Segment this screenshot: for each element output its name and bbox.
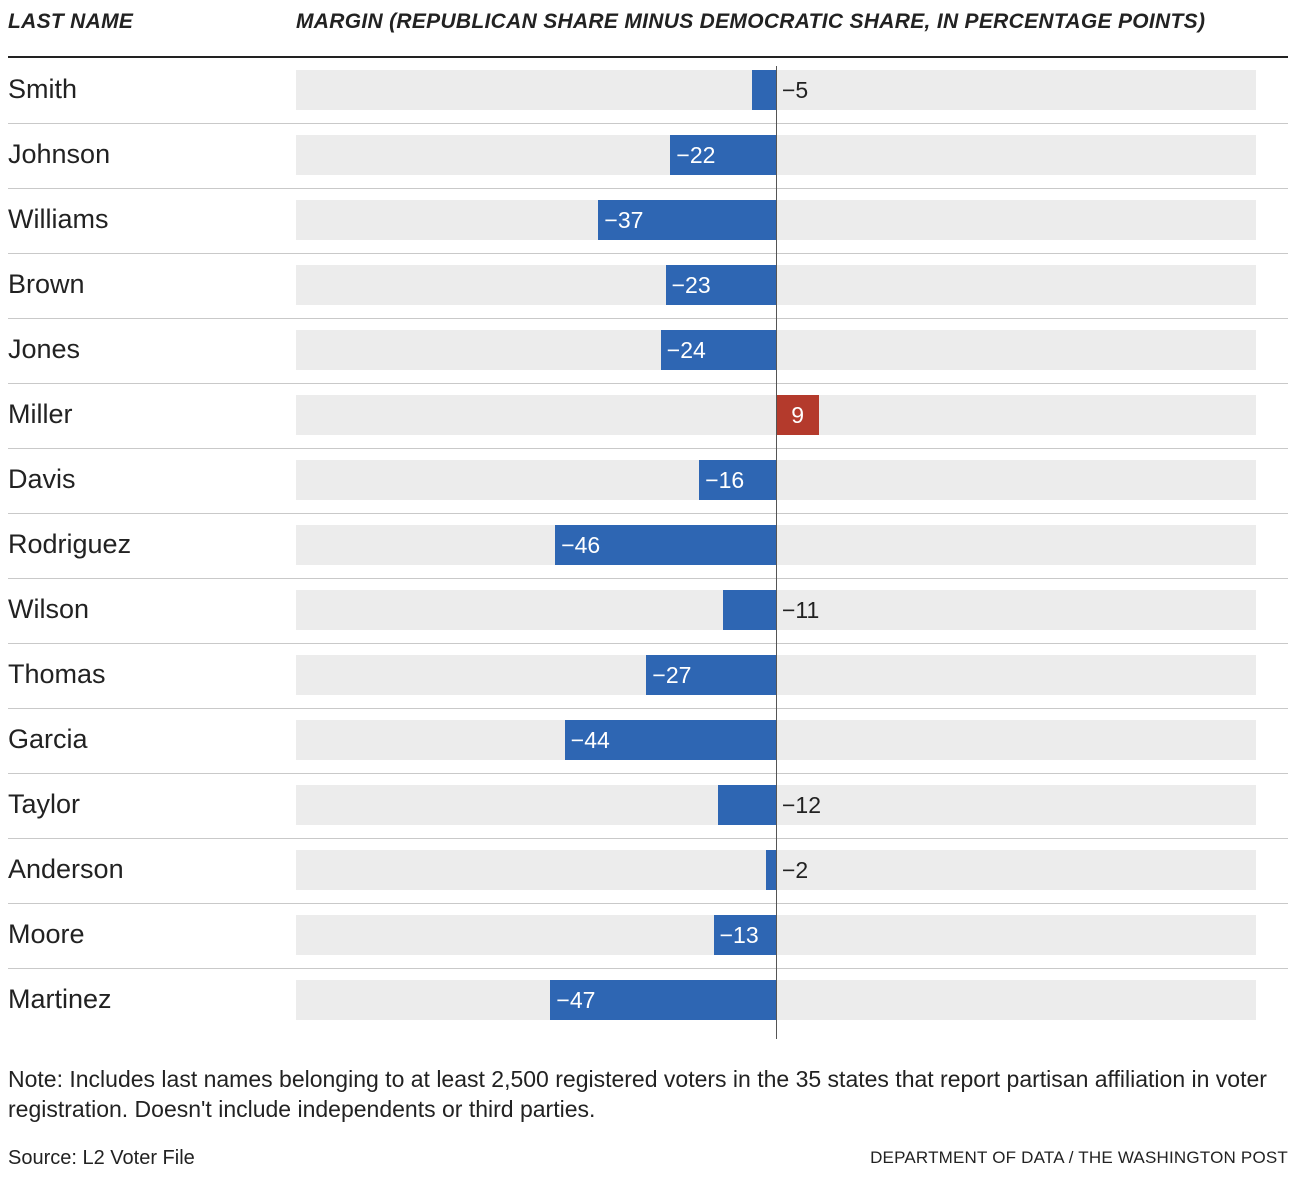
value-label-johnson: −22: [676, 142, 716, 168]
value-label-wilson: −11: [782, 597, 820, 623]
row-separator: [8, 643, 1288, 644]
row-label-anderson: Anderson: [8, 854, 124, 884]
value-label-williams: −37: [604, 207, 644, 233]
row-separator: [8, 383, 1288, 384]
bar-chart: Smith −5 Johnson −22 Williams −37 Brown −23 Jone…: [8, 66, 1288, 1039]
row-separator: [8, 513, 1288, 514]
row-label-thomas: Thomas: [8, 659, 106, 689]
value-label-rodriguez: −46: [561, 532, 601, 558]
row-label-jones: Jones: [8, 334, 81, 364]
row-separator: [8, 448, 1288, 449]
header-margin: MARGIN (REPUBLICAN SHARE MINUS DEMOCRATI…: [296, 10, 1206, 33]
credit-line: DEPARTMENT OF DATA / THE WASHINGTON POST: [870, 1148, 1288, 1167]
row-label-martinez: Martinez: [8, 984, 112, 1014]
bar-smith: [752, 70, 776, 110]
value-label-miller: 9: [791, 402, 804, 428]
bar-martinez: [550, 980, 776, 1020]
value-label-anderson: −2: [782, 857, 809, 883]
row-separator: [8, 708, 1288, 709]
row-separator: [8, 188, 1288, 189]
row-separator: [8, 578, 1288, 579]
bar-brown: [665, 265, 776, 305]
bar-davis: [699, 460, 776, 500]
bar-williams: [598, 200, 776, 240]
row-label-johnson: Johnson: [8, 139, 111, 169]
bar-jones: [660, 330, 776, 370]
value-label-moore: −13: [719, 922, 759, 948]
row-label-rodriguez: Rodriguez: [8, 529, 132, 559]
row-label-williams: Williams: [8, 204, 109, 234]
bar-miller: [776, 395, 820, 435]
row-separator: [8, 253, 1288, 254]
bar-wilson: [723, 590, 776, 630]
zero-axis-line: [776, 66, 777, 1039]
row-label-taylor: Taylor: [8, 789, 81, 819]
header-last-name: LAST NAME: [8, 10, 134, 33]
footnote: Note: Includes last names belonging to a…: [8, 1066, 1267, 1122]
row-label-moore: Moore: [8, 919, 85, 949]
value-label-taylor: −12: [782, 792, 822, 818]
row-label-brown: Brown: [8, 269, 85, 299]
header-rule: [8, 56, 1288, 58]
value-label-thomas: −27: [652, 662, 692, 688]
row-label-smith: Smith: [8, 74, 78, 104]
value-label-garcia: −44: [570, 727, 610, 753]
row-label-wilson: Wilson: [8, 594, 90, 624]
row-separator: [8, 318, 1288, 319]
row-label-davis: Davis: [8, 464, 76, 494]
row-separator: [8, 903, 1288, 904]
value-label-martinez: −47: [556, 987, 596, 1013]
row-label-garcia: Garcia: [8, 724, 88, 754]
bar-johnson: [670, 135, 776, 175]
row-separator: [8, 773, 1288, 774]
value-label-jones: −24: [666, 337, 706, 363]
row-separator: [8, 968, 1288, 969]
value-label-smith: −5: [782, 77, 809, 103]
value-label-davis: −16: [705, 467, 745, 493]
bar-garcia: [564, 720, 776, 760]
row-separator: [8, 838, 1288, 839]
row-separator: [8, 123, 1288, 124]
bar-thomas: [646, 655, 776, 695]
source-note: Source: L2 Voter File: [8, 1147, 195, 1169]
row-label-miller: Miller: [8, 399, 73, 429]
bar-moore: [713, 915, 776, 955]
bar-taylor: [718, 785, 776, 825]
value-label-brown: −23: [671, 272, 711, 298]
bar-rodriguez: [555, 525, 776, 565]
bar-anderson: [766, 850, 776, 890]
